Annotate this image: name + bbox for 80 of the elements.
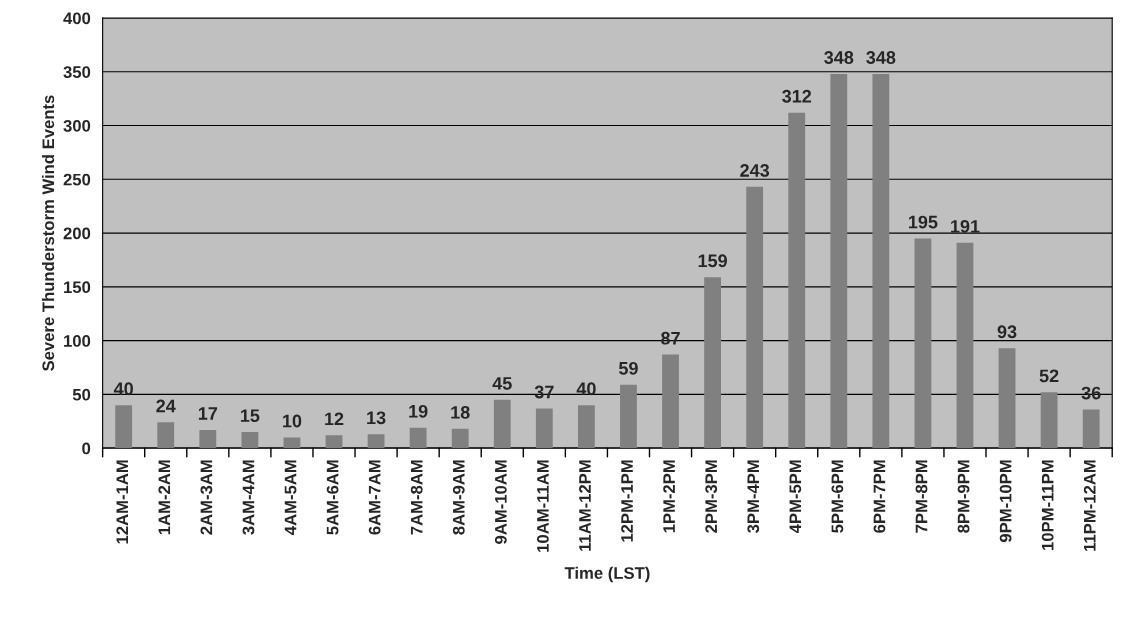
x-tick-label: 6PM-7PM [873, 460, 886, 533]
bar [746, 186, 764, 449]
data-label: 93 [997, 325, 1017, 339]
bar [367, 434, 385, 449]
data-label: 18 [451, 406, 470, 419]
bar [620, 384, 637, 449]
y-tick-label: 400 [63, 12, 91, 25]
bar [830, 73, 848, 449]
data-label: 45 [492, 377, 512, 390]
x-tick-label: 8PM-9PM [957, 460, 970, 533]
x-tick-label: 7PM-8PM [915, 460, 928, 533]
x-tick-label: 1AM-2AM [158, 460, 171, 535]
bar [577, 405, 595, 449]
bar [283, 437, 301, 449]
x-tick-label: 8AM-9AM [452, 460, 465, 535]
x-tick-label: 5AM-6AM [326, 460, 339, 535]
bar [451, 428, 469, 449]
y-tick-label: 50 [72, 388, 91, 401]
y-tick-label: 100 [64, 335, 91, 347]
bar [115, 405, 133, 449]
x-tick-label: 11PM-12AM [1083, 460, 1096, 551]
data-label: 17 [198, 407, 218, 420]
data-label: 12 [325, 412, 344, 426]
x-tick-label: 10PM-11PM [1041, 460, 1054, 550]
bar [998, 348, 1016, 449]
x-tick-label: 5PM-6PM [831, 460, 844, 533]
x-tick-label: 3PM-4PM [747, 460, 760, 533]
data-label: 243 [740, 164, 770, 177]
bar [199, 429, 217, 449]
x-tick-label: 11AM-12PM [579, 460, 591, 551]
y-axis-title: Severe Thunderstorm Wind Events [41, 95, 55, 371]
data-label: 159 [698, 254, 727, 268]
bar [956, 242, 974, 449]
data-label: 13 [367, 411, 386, 425]
bar [535, 408, 553, 449]
data-label: 40 [113, 382, 133, 396]
bar [788, 112, 806, 449]
data-label: 191 [951, 219, 980, 233]
bar [914, 238, 932, 449]
y-tick-label: 300 [63, 119, 91, 132]
data-label: 52 [1039, 369, 1059, 383]
bar [493, 399, 511, 449]
bar [872, 73, 890, 449]
x-tick-label: 4AM-5AM [284, 460, 297, 535]
x-tick-label: 3AM-4AM [242, 460, 255, 535]
x-tick-label: 6AM-7AM [368, 460, 381, 535]
x-tick-label: 4PM-5PM [789, 460, 802, 534]
data-label: 348 [866, 51, 896, 64]
x-tick-label: 12AM-1AM [116, 460, 128, 544]
data-label: 59 [618, 361, 638, 375]
data-label: 15 [240, 409, 260, 423]
data-label: 24 [156, 399, 176, 413]
x-tick-label: 1PM-2PM [663, 460, 675, 533]
bar [157, 422, 175, 449]
y-tick-label: 350 [63, 66, 91, 78]
bar [241, 432, 259, 449]
x-tick-label: 2PM-3PM [705, 460, 718, 533]
y-tick-label: 0 [82, 442, 91, 455]
x-tick-label: 9AM-10AM [494, 460, 507, 544]
y-tick-label: 200 [63, 227, 91, 240]
y-tick-label: 150 [64, 281, 91, 294]
bar [1082, 409, 1100, 449]
data-label: 19 [409, 404, 428, 418]
bar [662, 354, 679, 449]
x-tick-label: 7AM-8AM [410, 460, 423, 535]
y-tick-label: 250 [63, 173, 91, 186]
x-tick-label: 12PM-1PM [621, 460, 633, 542]
x-tick-label: 2AM-3AM [200, 460, 213, 535]
bar [704, 277, 721, 449]
bar [325, 435, 343, 449]
x-axis-title: Time (LST) [564, 566, 650, 583]
bar [409, 427, 427, 449]
bar [1040, 392, 1058, 449]
data-label: 40 [576, 382, 596, 396]
data-label: 348 [824, 51, 854, 64]
data-label: 312 [782, 89, 812, 103]
data-label: 195 [908, 215, 938, 229]
data-label: 10 [283, 414, 302, 428]
x-tick-label: 9PM-10PM [999, 460, 1012, 543]
x-tick-label: 10AM-11AM [537, 460, 549, 552]
